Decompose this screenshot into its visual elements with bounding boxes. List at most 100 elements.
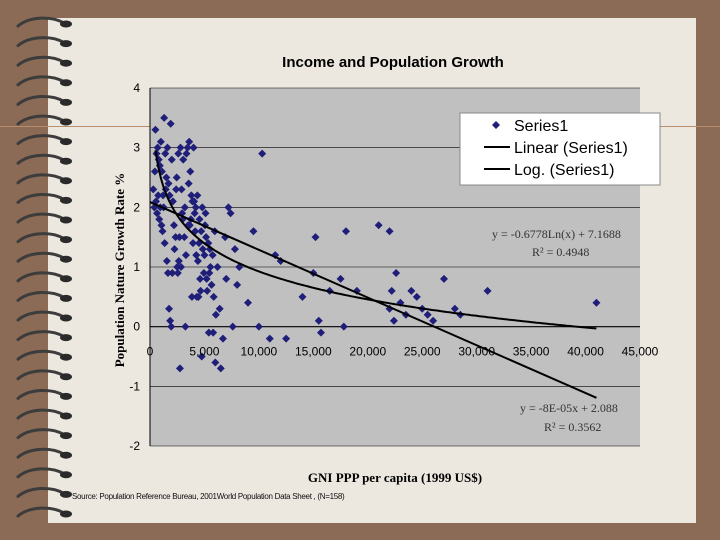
- data-point: [209, 292, 218, 301]
- x-tick-label: 10,000: [241, 345, 278, 359]
- data-point: [163, 268, 172, 277]
- data-point: [311, 233, 320, 242]
- data-point: [172, 185, 181, 194]
- data-point: [163, 143, 172, 152]
- data-point: [206, 263, 215, 271]
- data-point: [181, 251, 190, 260]
- spiral-binding: [16, 16, 72, 518]
- data-point: [271, 251, 280, 260]
- y-tick-label: 3: [133, 141, 140, 155]
- data-point: [190, 209, 199, 218]
- data-point: [254, 322, 263, 331]
- log-equation: y = -0.6778Ln(x) + 7.1688: [492, 227, 621, 241]
- x-tick-label: 40,000: [567, 345, 604, 359]
- spiral-ring: [16, 16, 66, 28]
- y-tick-labels: -2 -1 0 1 2 3 4: [129, 81, 140, 453]
- data-point: [224, 203, 233, 212]
- binding-hole: [60, 314, 72, 322]
- data-point: [185, 137, 194, 146]
- spiral-ring: [16, 349, 66, 361]
- x-tick-label: 35,000: [513, 345, 550, 359]
- data-point: [429, 316, 438, 325]
- y-axis-label: Population Nature Growth Rate %: [112, 173, 127, 368]
- data-point: [336, 274, 345, 283]
- y-tick-label: -2: [129, 439, 140, 453]
- data-point: [193, 191, 202, 200]
- data-point: [201, 209, 210, 218]
- data-point: [180, 203, 189, 212]
- data-point: [175, 364, 184, 373]
- data-point: [169, 221, 178, 230]
- spiral-ring: [16, 212, 66, 224]
- binding-hole: [60, 236, 72, 244]
- data-point: [339, 322, 348, 331]
- data-point: [182, 149, 191, 158]
- data-point: [174, 257, 183, 266]
- binding-hole: [60, 196, 72, 204]
- data-point: [202, 274, 211, 283]
- binding-hole: [60, 59, 72, 67]
- data-point: [166, 119, 175, 128]
- data-point: [191, 203, 200, 212]
- data-point: [156, 137, 165, 146]
- data-point: [189, 143, 198, 152]
- data-point: [282, 334, 291, 343]
- legend-series1: Series1: [514, 118, 568, 135]
- data-point: [222, 274, 231, 283]
- trendlines: [149, 150, 597, 399]
- x-tick-label: 0: [147, 345, 154, 359]
- data-point: [149, 185, 158, 194]
- data-point: [196, 274, 205, 283]
- y-tick-label: 2: [133, 200, 140, 214]
- x-axis-label: GNI PPP per capita (1999 US$): [308, 470, 482, 485]
- spiral-ring: [16, 173, 66, 185]
- data-point: [412, 292, 421, 301]
- binding-hole: [60, 157, 72, 165]
- data-point: [150, 167, 159, 176]
- data-point: [215, 304, 224, 313]
- data-point: [202, 233, 211, 242]
- y-tick-label: 4: [133, 81, 140, 95]
- binding-hole: [60, 353, 72, 361]
- data-point: [167, 155, 176, 164]
- x-tick-label: 25,000: [404, 345, 441, 359]
- data-point: [161, 149, 170, 158]
- data-point: [218, 334, 227, 343]
- data-point: [387, 286, 396, 295]
- data-point: [208, 251, 217, 260]
- data-point: [193, 257, 202, 266]
- x-tick-label: 30,000: [458, 345, 495, 359]
- data-point: [183, 143, 192, 152]
- x-tick-label: 15,000: [295, 345, 332, 359]
- data-point: [173, 268, 182, 277]
- data-point: [198, 203, 207, 212]
- y-tick-label: 1: [133, 260, 140, 274]
- data-point: [160, 239, 169, 248]
- data-point: [153, 143, 162, 152]
- spiral-ring: [16, 506, 66, 518]
- data-point: [440, 274, 448, 283]
- data-point: [197, 227, 206, 236]
- data-point: [228, 322, 237, 331]
- data-point: [205, 268, 214, 277]
- spiral-ring: [16, 389, 66, 400]
- data-point: [189, 239, 198, 248]
- data-point: [197, 352, 206, 361]
- legend: Series1 Linear (Series1) Log. (Series1): [459, 112, 661, 186]
- binding-hole: [60, 432, 72, 440]
- data-point: [198, 245, 207, 254]
- data-point: [249, 227, 258, 236]
- data-point: [184, 179, 193, 188]
- binding-hole: [60, 255, 72, 263]
- data-point: [162, 257, 171, 266]
- x-tick-label: 5,000: [189, 345, 219, 359]
- spiral-ring: [16, 193, 66, 204]
- binding-hole: [60, 118, 72, 126]
- spiral-ring: [16, 487, 66, 498]
- y-tick-label: -1: [129, 379, 140, 393]
- spiral-ring: [16, 55, 66, 67]
- binding-hole: [60, 412, 72, 420]
- data-point: [177, 263, 186, 271]
- data-point: [168, 268, 177, 277]
- legend-log: Log. (Series1): [514, 162, 615, 179]
